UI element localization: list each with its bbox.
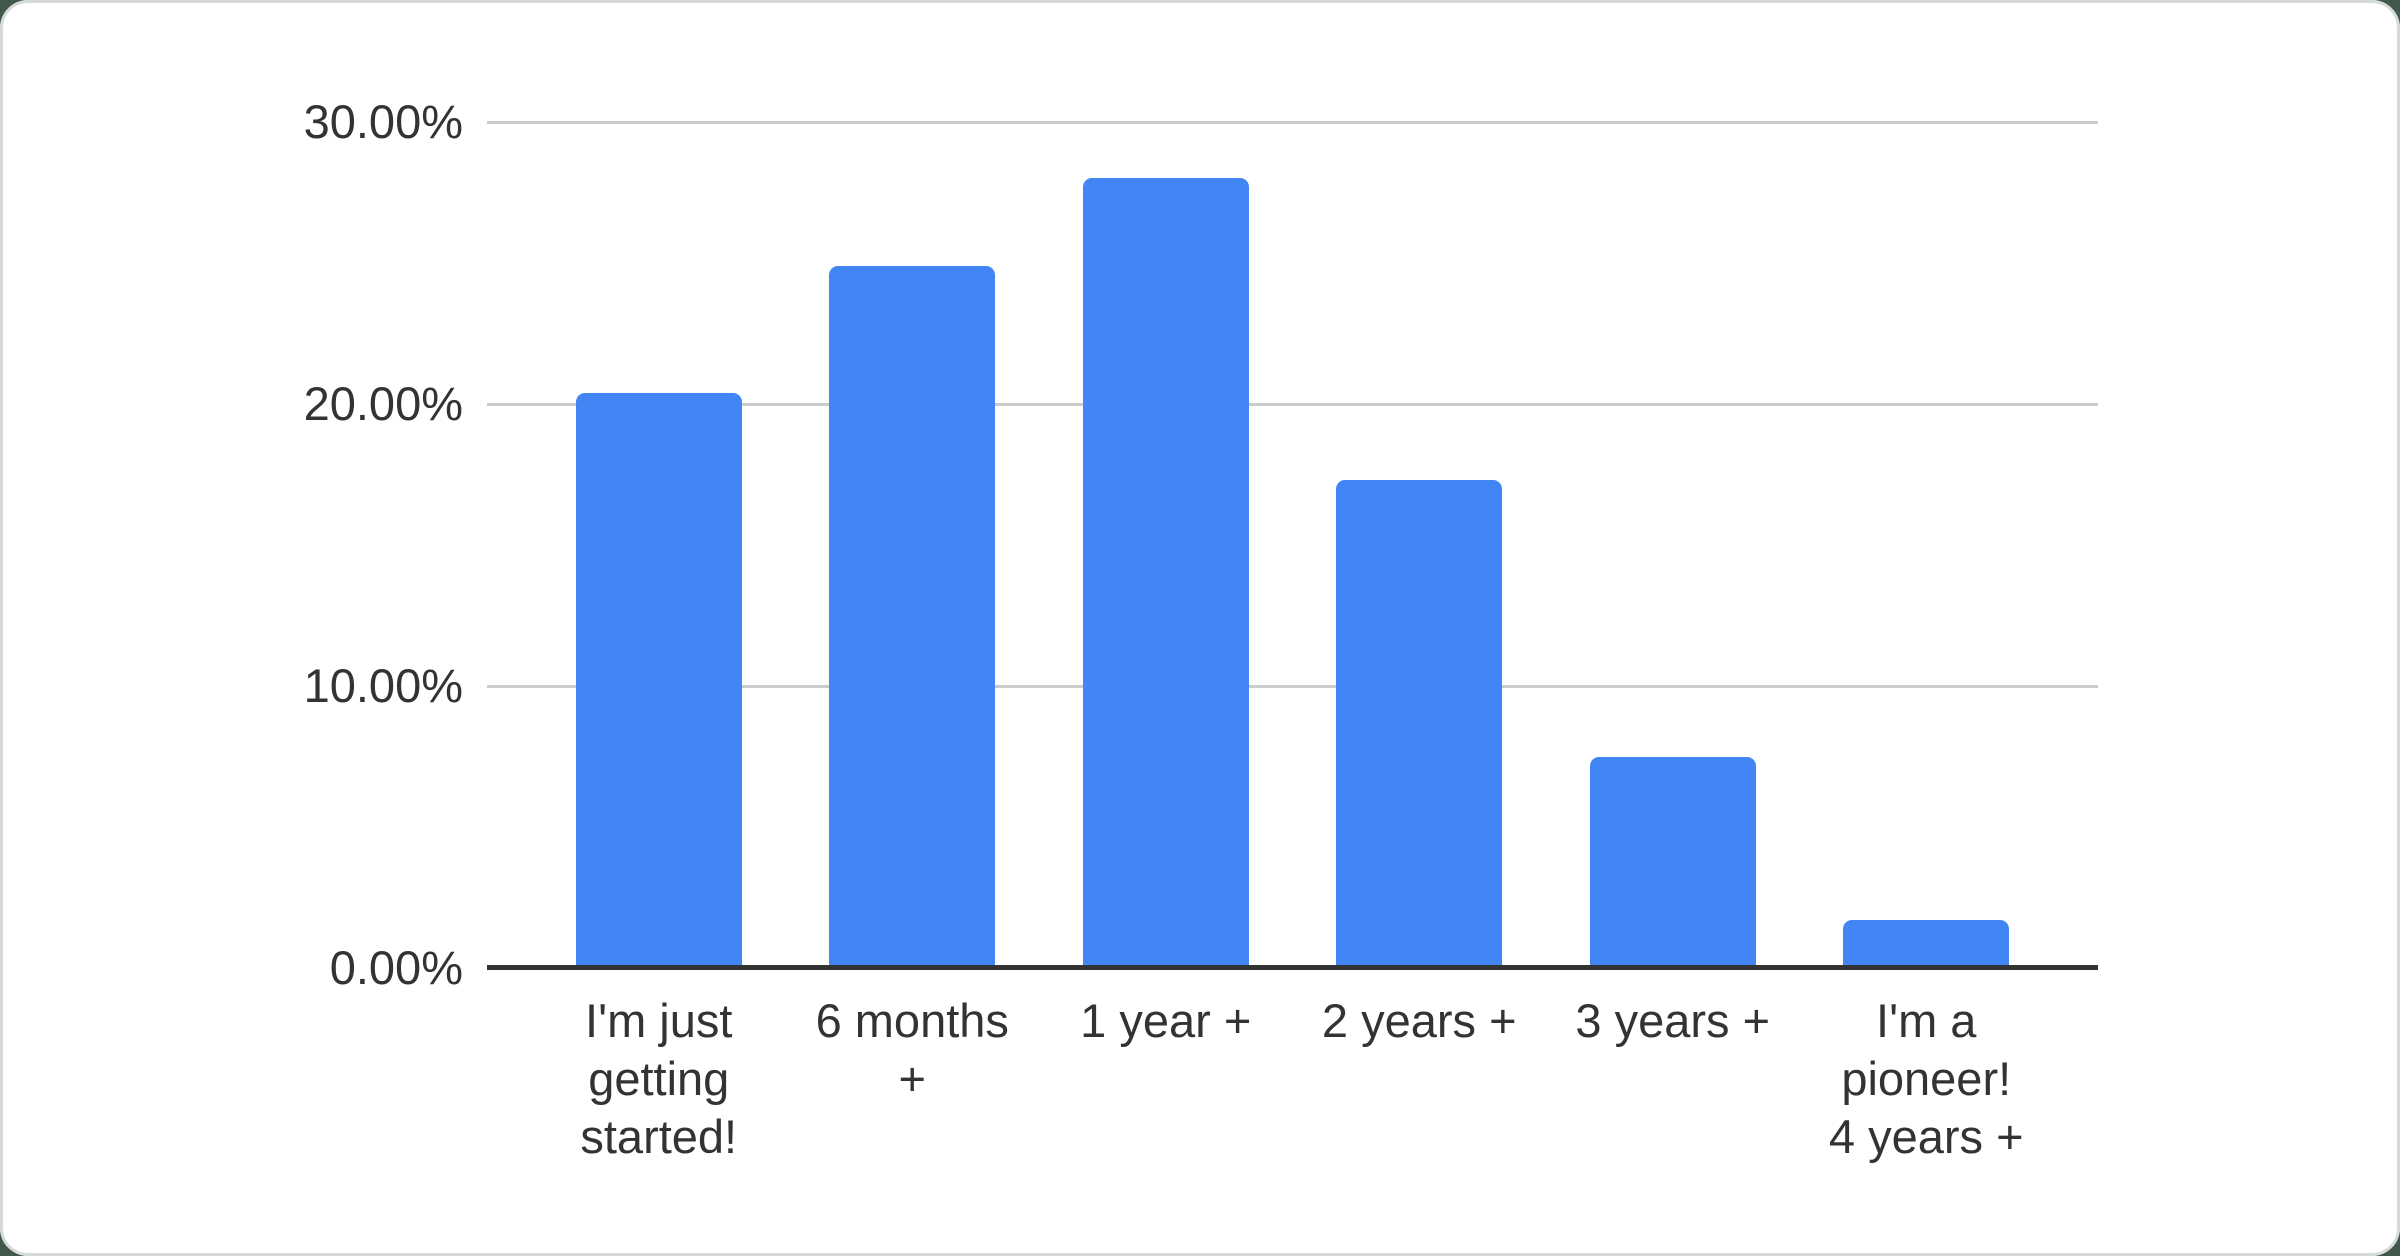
bar-2[interactable] (829, 265, 996, 968)
bar-band (532, 122, 786, 968)
bar-band (1800, 122, 2054, 968)
bar-band (1039, 122, 1293, 968)
bar-band (786, 122, 1040, 968)
bar-5[interactable] (1589, 756, 1756, 968)
bar-3[interactable] (1082, 178, 1249, 968)
x-axis: I'm just getting started! 6 months + 1 yea… (487, 992, 2098, 1166)
bar-1[interactable] (575, 392, 742, 968)
bar-4[interactable] (1336, 480, 1503, 968)
y-axis-tick-label: 30.00% (303, 95, 463, 148)
bar-band (1293, 122, 1547, 968)
y-axis-tick-label: 0.00% (329, 941, 463, 994)
gridline (487, 121, 2098, 124)
x-axis-tick-label: 6 months + (815, 994, 1009, 1105)
y-axis-tick-label: 20.00% (303, 377, 463, 430)
x-axis-tick-label: I'm just getting started! (580, 994, 738, 1163)
x-axis-tick-label: 2 years + (1321, 994, 1517, 1047)
plot-area (487, 121, 2098, 970)
gridline (487, 403, 2098, 406)
bar-6[interactable] (1843, 920, 2010, 968)
gridline (487, 685, 2098, 688)
x-axis-tick-label: 1 year + (1080, 994, 1252, 1047)
x-axis-line (487, 965, 2098, 970)
bar-band (1546, 122, 1800, 968)
y-axis: 30.00% 20.00% 10.00% 0.00% (0, 0, 463, 1256)
x-axis-tick-label: I'm a pioneer! 4 years + (1828, 994, 2024, 1163)
x-axis-tick-label: 3 years + (1575, 994, 1771, 1047)
y-axis-tick-label: 10.00% (303, 659, 463, 712)
